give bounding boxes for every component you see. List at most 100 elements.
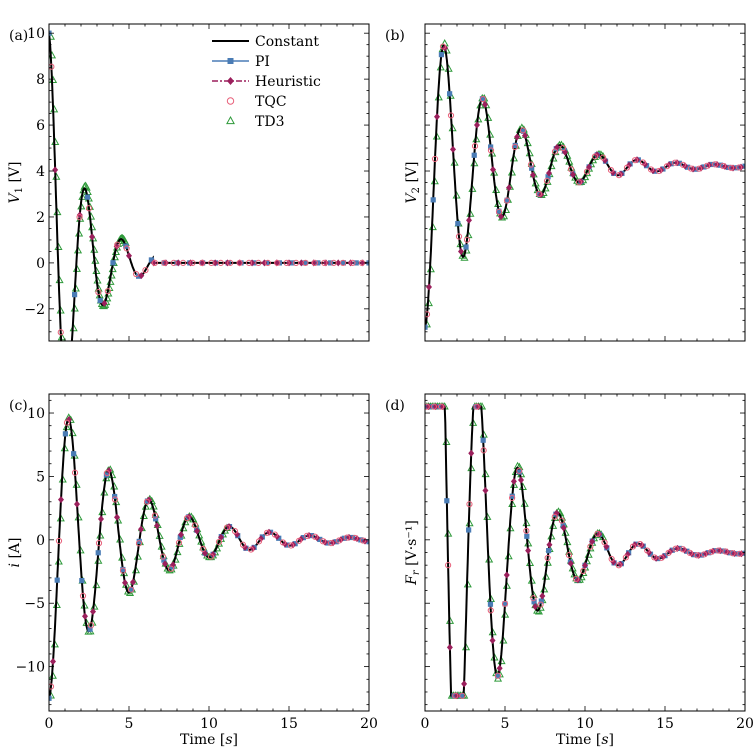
- heuristic-marker: [482, 487, 489, 495]
- td3-marker: [66, 386, 72, 392]
- tqc-marker: [719, 162, 727, 170]
- tqc-marker: [607, 166, 615, 174]
- heuristic-marker: [714, 161, 720, 169]
- tqc-marker: [349, 259, 356, 266]
- tqc-marker: [217, 259, 224, 266]
- x-tick-label: 20: [360, 716, 378, 732]
- heuristic-marker: [234, 530, 240, 538]
- pi-marker: [87, 626, 93, 632]
- tqc-marker: [622, 554, 629, 561]
- pi-marker: [72, 292, 78, 298]
- tqc-marker: [480, 447, 487, 454]
- y-tick-label: 5: [36, 469, 45, 485]
- heuristic-marker: [194, 527, 200, 535]
- pi-marker: [177, 534, 183, 541]
- tqc-marker: [473, 403, 480, 410]
- pi-marker: [84, 194, 90, 200]
- td3-marker: [67, 375, 73, 381]
- x-tick-label: 5: [125, 716, 134, 732]
- heuristic-marker: [454, 692, 460, 700]
- plot-area: [49, 413, 369, 701]
- tqc-marker: [335, 537, 343, 544]
- tqc-marker: [430, 403, 437, 410]
- y-tick-label: 10: [27, 26, 45, 42]
- tqc-marker: [114, 241, 121, 248]
- tqc-marker: [544, 554, 551, 562]
- tqc-marker: [425, 403, 430, 410]
- tqc-marker: [271, 531, 279, 538]
- tqc-marker: [236, 259, 243, 266]
- tqc-marker: [79, 592, 87, 600]
- tqc-marker: [87, 622, 95, 629]
- x-tick-label: 0: [421, 716, 430, 732]
- constant-line: [425, 405, 745, 697]
- tqc-marker: [231, 528, 239, 535]
- tqc-marker: [189, 259, 196, 266]
- y-tick-label: 0: [36, 256, 45, 272]
- heuristic-marker: [582, 561, 588, 569]
- heuristic-marker: [425, 403, 432, 411]
- tqc-marker: [567, 166, 575, 173]
- tqc-marker: [509, 494, 516, 502]
- tqc-marker: [103, 469, 111, 477]
- pi-marker: [120, 566, 126, 573]
- tqc-marker: [247, 546, 255, 553]
- heuristic-marker: [258, 535, 264, 543]
- td3-marker: [61, 374, 67, 380]
- x-axis-label: Time [s]: [556, 732, 614, 748]
- tqc-marker: [445, 562, 452, 569]
- pi-marker: [353, 260, 359, 266]
- heuristic-marker: [674, 159, 680, 167]
- panel-label: (d): [385, 398, 405, 414]
- td3-marker: [62, 386, 68, 392]
- legend-item-td3: TD3: [226, 114, 284, 130]
- pi-marker: [520, 128, 527, 134]
- x-tick-label: 10: [576, 716, 594, 732]
- tqc-marker: [223, 524, 231, 531]
- plot-area: [425, 39, 745, 330]
- tqc-marker: [466, 501, 473, 508]
- pi-marker: [701, 164, 707, 170]
- pi-marker: [480, 437, 486, 443]
- tqc-marker: [175, 539, 183, 546]
- td3-marker: [141, 502, 150, 510]
- pi-marker: [148, 257, 154, 263]
- tqc-marker: [583, 168, 591, 175]
- pi-marker: [300, 535, 306, 541]
- pi-marker: [49, 695, 52, 701]
- tqc-marker: [527, 161, 535, 168]
- tqc-marker: [565, 551, 573, 559]
- heuristic-marker: [114, 513, 120, 521]
- tqc-marker: [198, 259, 206, 266]
- heuristic-marker: [242, 543, 248, 551]
- heuristic-marker: [458, 247, 464, 255]
- legend-item-heuristic: Heuristic: [212, 74, 321, 90]
- pi-marker: [71, 451, 77, 457]
- y-tick-label: −10: [15, 660, 45, 676]
- panel-a: −2 0 2 4 6 8 10 V1 [V] (a) Constant PI Heuristic TQC…: [7, 23, 370, 392]
- tqc-marker: [672, 545, 679, 552]
- heuristic-marker: [162, 560, 168, 568]
- heuristic-marker: [624, 550, 631, 558]
- tqc-marker: [340, 259, 347, 266]
- tqc-marker: [274, 259, 281, 266]
- pi-marker: [136, 273, 142, 279]
- tqc-marker: [76, 214, 83, 221]
- heuristic-marker: [461, 680, 468, 688]
- tqc-marker: [311, 533, 319, 540]
- pi-marker: [292, 541, 298, 547]
- pi-marker: [436, 404, 443, 410]
- tqc-marker: [573, 575, 580, 583]
- y-tick-label: 4: [36, 164, 45, 180]
- pi-marker: [95, 550, 101, 556]
- pi-marker: [502, 601, 508, 607]
- pi-marker: [447, 91, 453, 97]
- heuristic-marker: [322, 259, 329, 267]
- heuristic-marker: [298, 259, 305, 267]
- tqc-marker: [135, 540, 143, 547]
- legend-marker-circle: [226, 97, 235, 105]
- heuristic-marker: [482, 100, 488, 108]
- y-tick-label: 10: [27, 406, 45, 422]
- tqc-marker: [715, 547, 722, 554]
- tqc-marker: [551, 513, 558, 520]
